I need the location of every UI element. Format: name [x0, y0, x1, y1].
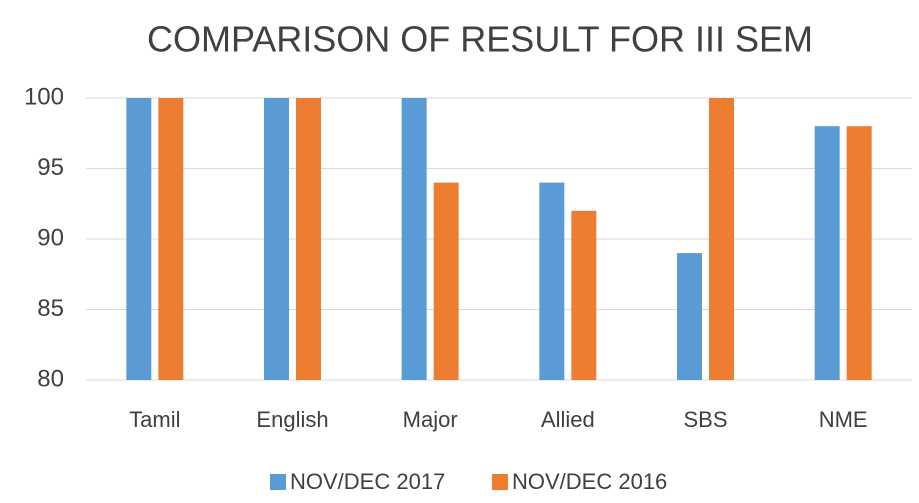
bar [158, 98, 184, 380]
legend-swatch [270, 474, 286, 490]
bar [709, 98, 734, 380]
legend-swatch [492, 474, 508, 490]
bar [296, 98, 321, 380]
legend-label: NOV/DEC 2016 [512, 469, 667, 494]
y-tick-label: 85 [37, 295, 64, 322]
bar [433, 182, 459, 380]
x-tick-label: Tamil [129, 407, 180, 432]
chart-title: COMPARISON OF RESULT FOR III SEM [147, 19, 813, 60]
y-tick-label: 95 [37, 154, 64, 181]
x-tick-label: English [256, 407, 328, 432]
legend-label: NOV/DEC 2017 [290, 469, 445, 494]
x-tick-label: Major [403, 407, 458, 432]
bar [539, 182, 565, 380]
bar [677, 253, 702, 380]
x-tick-label: NME [819, 407, 868, 432]
bar [814, 126, 840, 380]
bar [264, 98, 289, 380]
y-tick-label: 100 [24, 83, 64, 110]
bar [401, 98, 427, 380]
bar [126, 98, 152, 380]
bar [571, 210, 597, 380]
bar [846, 126, 872, 380]
x-tick-label: SBS [683, 407, 727, 432]
x-tick-label: Allied [541, 407, 595, 432]
y-tick-label: 90 [37, 224, 64, 251]
y-tick-label: 80 [37, 365, 64, 392]
